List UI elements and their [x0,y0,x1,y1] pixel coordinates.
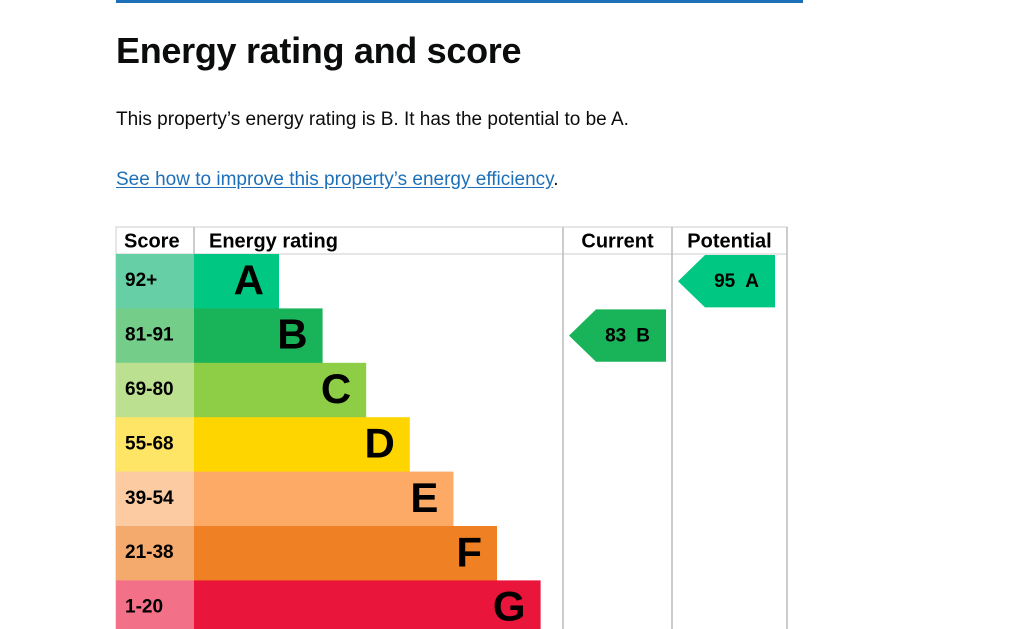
link-period: . [553,169,559,190]
rating-bar [194,526,497,581]
improve-link[interactable]: See how to improve this property’s energ… [116,169,554,190]
score-cell [116,471,194,527]
rating-letter: B [277,311,307,358]
current-score: 83 [605,326,626,347]
current-rating: B [636,326,650,347]
score-range: 92+ [125,270,157,291]
score-cell [116,362,194,418]
score-cell [116,580,194,629]
current-label: 83 B [605,326,650,347]
page-title: Energy rating and score [116,30,522,71]
score-range: 21-38 [125,542,174,563]
intro-text: This property’s energy rating is B. It h… [116,109,629,130]
score-cell [116,417,194,473]
top-rule [116,0,803,3]
score-cell [116,308,194,364]
rating-letter: C [321,365,351,412]
score-cell [116,526,194,581]
link-line: See how to improve this property’s energ… [116,169,559,191]
column-header: Current [581,230,654,252]
rating-bar [194,580,541,629]
score-range: 39-54 [125,488,174,509]
rating-bar [194,362,367,418]
potential-score: 95 [714,271,736,292]
score-cell [116,254,194,309]
rating-letter: G [493,583,526,629]
rating-letter: E [410,474,438,521]
current-arrow [569,309,666,362]
rating-letter: F [456,528,482,575]
score-range: 81-91 [125,325,174,346]
rating-letter: D [364,419,394,466]
score-range: 55-68 [125,433,174,454]
potential-arrow [678,255,775,308]
potential-rating: A [745,271,759,292]
score-range: 1-20 [125,597,163,618]
rating-bar [194,417,410,473]
column-header: Energy rating [209,230,338,252]
rating-letter: A [234,256,264,303]
potential-label: 95 A [714,271,759,292]
column-header: Score [124,230,180,252]
rating-bar [194,308,323,364]
rating-bar [194,254,279,309]
score-range: 69-80 [125,379,174,400]
rating-bar [194,471,454,527]
column-header: Potential [687,230,771,252]
